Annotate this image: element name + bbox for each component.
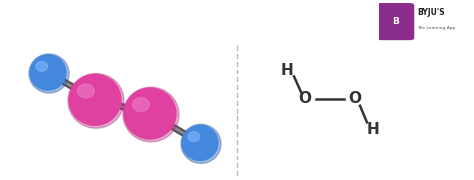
Text: The Learning App: The Learning App [417, 26, 456, 30]
Ellipse shape [68, 73, 124, 128]
Ellipse shape [182, 125, 218, 160]
Text: B: B [392, 17, 399, 26]
Ellipse shape [181, 124, 221, 163]
Ellipse shape [77, 84, 94, 98]
Ellipse shape [132, 98, 149, 112]
Text: BYJU'S: BYJU'S [417, 8, 445, 17]
Ellipse shape [69, 75, 121, 125]
Ellipse shape [124, 88, 176, 139]
Text: O: O [299, 91, 311, 106]
Ellipse shape [188, 132, 200, 141]
Ellipse shape [29, 54, 69, 93]
Ellipse shape [36, 62, 47, 71]
Ellipse shape [30, 55, 66, 90]
Text: HYDROGEN PEROXIDE STRUCTURE: HYDROGEN PEROXIDE STRUCTURE [11, 16, 269, 29]
Text: H: H [366, 122, 379, 137]
FancyBboxPatch shape [376, 3, 414, 40]
Text: O: O [348, 91, 362, 106]
Ellipse shape [123, 87, 179, 142]
Text: H: H [281, 63, 293, 78]
